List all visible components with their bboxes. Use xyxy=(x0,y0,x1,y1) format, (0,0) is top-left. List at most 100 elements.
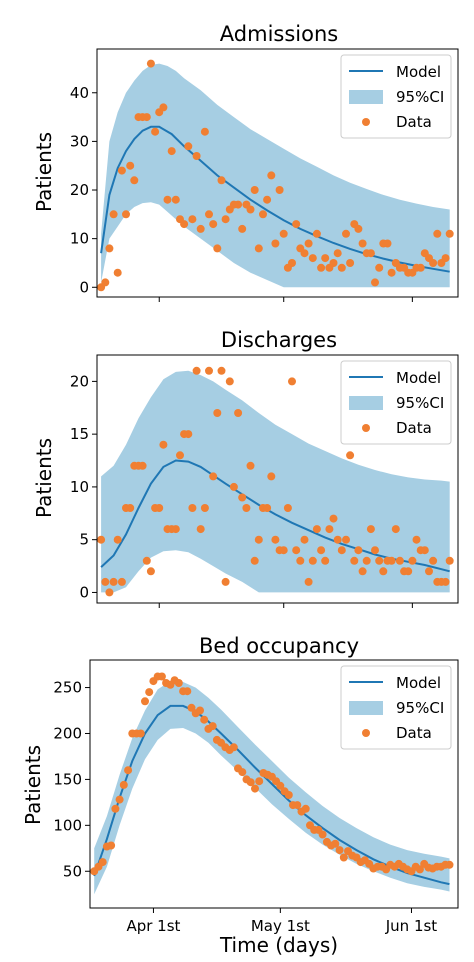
data-point xyxy=(358,239,367,248)
data-point xyxy=(115,795,124,804)
y-tick-label: 0 xyxy=(79,278,89,296)
data-point xyxy=(225,377,234,386)
plot-area xyxy=(90,672,454,895)
data-point xyxy=(251,784,259,793)
data-point xyxy=(346,451,355,460)
data-point xyxy=(200,715,209,724)
data-point xyxy=(375,556,384,565)
data-point xyxy=(408,556,417,565)
data-point xyxy=(209,472,218,481)
y-tick-label: 40 xyxy=(70,84,89,102)
data-point xyxy=(279,546,288,555)
data-point xyxy=(288,259,296,267)
data-point xyxy=(325,525,334,534)
data-point xyxy=(321,556,330,565)
data-point xyxy=(383,239,392,248)
x-axis-ticks: Apr 1st May 1st Jun 1st xyxy=(126,908,437,935)
data-point xyxy=(366,525,375,534)
data-point xyxy=(246,461,255,470)
data-point xyxy=(329,259,338,267)
data-point xyxy=(234,409,243,417)
data-point xyxy=(416,263,425,272)
data-point xyxy=(171,195,180,204)
plot-area xyxy=(97,366,454,597)
legend-frame xyxy=(340,54,452,139)
data-point xyxy=(167,147,176,156)
data-point xyxy=(276,781,285,790)
model-line xyxy=(100,125,450,273)
data-point xyxy=(293,801,302,810)
data-point xyxy=(119,780,128,789)
data-point xyxy=(358,567,367,576)
data-point xyxy=(339,853,348,862)
data-point xyxy=(254,244,263,253)
y-tick-label: 15 xyxy=(70,425,89,443)
y-tick-label: 20 xyxy=(70,181,89,199)
data-point xyxy=(333,535,342,544)
data-point xyxy=(98,858,107,867)
legend: Model 95%CI Data xyxy=(340,360,452,445)
data-point xyxy=(329,514,338,523)
x-axis-ticks xyxy=(158,603,413,608)
data-point xyxy=(122,210,130,219)
data-point xyxy=(379,567,388,576)
plot-frame xyxy=(89,659,459,909)
data-point xyxy=(151,127,160,136)
data-point xyxy=(171,525,180,534)
plot-area xyxy=(97,59,454,292)
data-point xyxy=(209,220,218,229)
data-point xyxy=(138,461,147,470)
data-point xyxy=(391,525,400,534)
legend-label-ci: 95%CI xyxy=(396,88,444,106)
data-point xyxy=(229,482,238,491)
data-point xyxy=(371,546,379,555)
legend: Model 95%CI Data xyxy=(340,54,452,139)
data-point xyxy=(346,259,355,267)
data-point xyxy=(246,778,255,787)
data-point xyxy=(420,546,429,555)
legend-label-model: Model xyxy=(396,63,441,81)
data-point xyxy=(350,556,359,565)
y-axis-label: Patients xyxy=(21,745,45,825)
data-point xyxy=(205,366,213,375)
data-point xyxy=(196,525,205,534)
legend-label-model: Model xyxy=(396,674,441,692)
data-point xyxy=(254,535,263,544)
data-point xyxy=(250,186,259,194)
legend-ci-patch xyxy=(349,396,383,410)
data-point xyxy=(317,263,326,272)
data-point xyxy=(321,254,330,263)
data-point xyxy=(296,556,305,565)
data-point xyxy=(142,556,151,565)
legend-label-ci: 95%CI xyxy=(396,394,444,412)
data-point xyxy=(192,152,201,160)
data-point xyxy=(141,697,149,706)
data-point xyxy=(205,210,213,219)
data-point xyxy=(263,195,272,204)
data-point xyxy=(304,577,313,586)
data-point xyxy=(429,259,438,267)
legend: Model 95%CI Data xyxy=(340,665,452,750)
y-axis-label: Patients xyxy=(32,438,56,518)
data-point xyxy=(312,229,321,238)
data-point xyxy=(176,451,184,460)
data-point xyxy=(387,268,396,277)
y-tick-label: 0 xyxy=(79,583,89,601)
y-tick-label: 200 xyxy=(53,724,82,742)
y-axis-ticks: 50 100 150 200 250 xyxy=(53,679,90,880)
data-point xyxy=(333,249,342,258)
ci-band xyxy=(101,63,450,288)
data-point xyxy=(184,142,193,151)
y-tick-label: 50 xyxy=(63,862,82,880)
data-point xyxy=(375,263,384,272)
data-point xyxy=(188,504,197,512)
data-point xyxy=(304,239,313,248)
x-tick-label: Apr 1st xyxy=(126,917,180,935)
data-point xyxy=(200,127,209,136)
data-point xyxy=(259,210,267,219)
data-point xyxy=(308,254,317,263)
y-axis-ticks: 0 5 10 15 20 xyxy=(70,372,97,601)
data-point xyxy=(174,679,183,687)
data-point xyxy=(124,766,133,775)
